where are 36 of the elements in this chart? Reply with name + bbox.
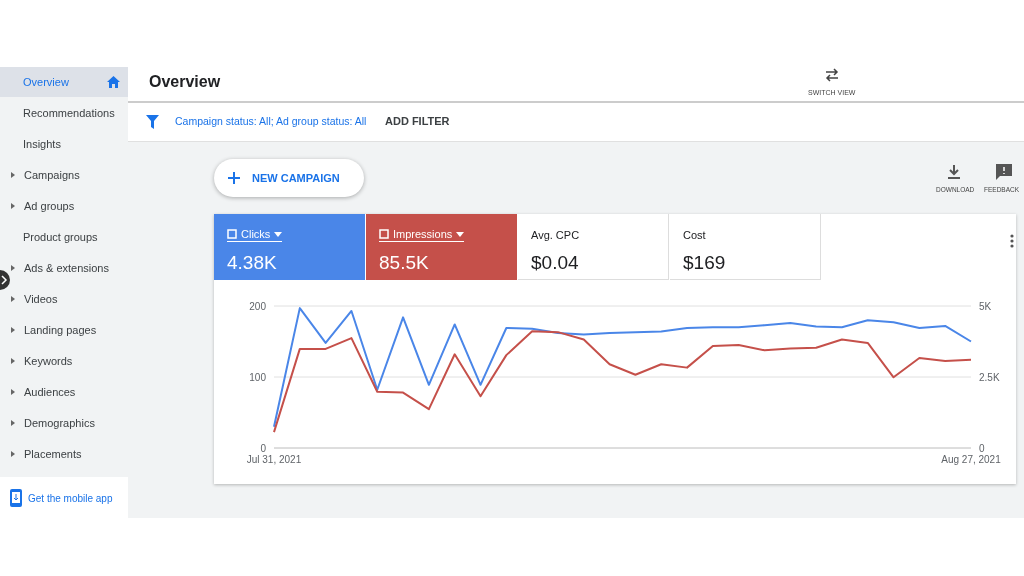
text: Videos bbox=[24, 293, 58, 305]
legend-label: Clicks bbox=[227, 228, 283, 242]
text: NEW CAMPAIGN bbox=[252, 172, 340, 184]
text: Audiences bbox=[24, 386, 76, 398]
text: Avg. CPC bbox=[531, 229, 580, 241]
text: Demographics bbox=[24, 417, 95, 429]
text: Ads & extensions bbox=[24, 262, 109, 274]
text: 85.5K bbox=[379, 252, 429, 274]
x-tick-label: Aug 27, 2021 bbox=[941, 454, 1002, 466]
text: $0.04 bbox=[531, 252, 579, 274]
text: Overview bbox=[23, 76, 69, 88]
y2-tick-label: 0 bbox=[979, 442, 985, 454]
text: 4.38K bbox=[227, 252, 277, 274]
chart-title: Overview bbox=[149, 73, 221, 91]
line-series bbox=[273, 307, 972, 428]
text: Get the mobile app bbox=[28, 492, 114, 504]
text: Campaigns bbox=[24, 169, 80, 181]
text: Landing pages bbox=[24, 324, 97, 336]
text: Product groups bbox=[23, 231, 98, 243]
text: Ad groups bbox=[24, 200, 75, 212]
text: $169 bbox=[683, 252, 726, 274]
text: Cost bbox=[683, 229, 706, 241]
y2-tick-label: 5K bbox=[979, 300, 992, 312]
text: Insights bbox=[23, 138, 61, 150]
text: Keywords bbox=[24, 355, 73, 367]
legend-label: Impressions bbox=[379, 228, 465, 242]
text: ADD FILTER bbox=[385, 115, 450, 127]
y2-tick-label: 2.5K bbox=[979, 371, 1000, 383]
text: Campaign status: All; Ad group status: All bbox=[175, 115, 367, 127]
text: Recommendations bbox=[23, 107, 115, 119]
line-series bbox=[273, 330, 972, 434]
y-tick-label: 200 bbox=[249, 300, 267, 312]
y-tick-label: 100 bbox=[249, 371, 267, 383]
text: Placements bbox=[24, 448, 82, 460]
x-tick-label: Jul 31, 2021 bbox=[246, 454, 302, 466]
y-tick-label: 0 bbox=[260, 442, 267, 454]
